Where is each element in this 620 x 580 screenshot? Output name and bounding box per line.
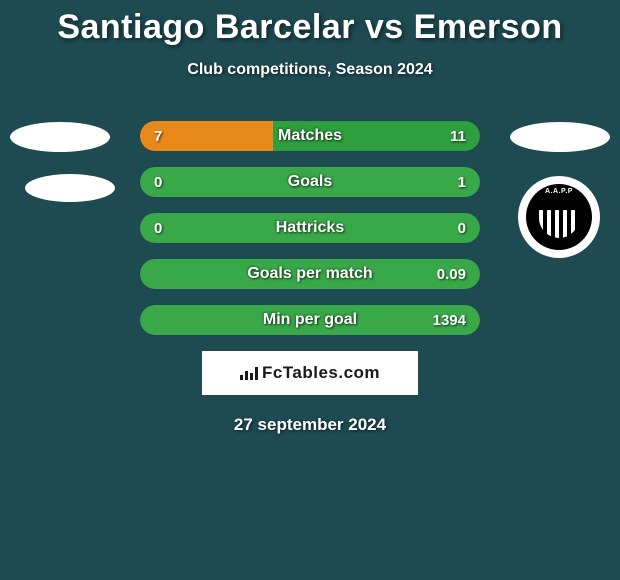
club-logo: A.A.P.P <box>518 176 600 258</box>
player-left-badge-2 <box>25 174 115 202</box>
stat-bar: Goals per match0.09 <box>140 259 480 289</box>
club-logo-text: A.A.P.P <box>545 188 573 195</box>
comparison-infographic: Santiago Barcelar vs Emerson Club compet… <box>0 0 620 435</box>
stat-label: Min per goal <box>140 311 480 329</box>
stat-value-right: 0 <box>458 220 466 237</box>
club-logo-inner: A.A.P.P <box>526 184 592 250</box>
stat-bars: 7Matches110Goals10Hattricks0Goals per ma… <box>140 121 480 335</box>
stat-label: Goals <box>140 173 480 191</box>
stat-label: Goals per match <box>140 265 480 283</box>
club-logo-stripes <box>539 210 579 238</box>
stat-bar: Min per goal1394 <box>140 305 480 335</box>
stat-value-right: 11 <box>450 128 466 145</box>
page-title: Santiago Barcelar vs Emerson <box>0 8 620 47</box>
stat-bar: 0Hattricks0 <box>140 213 480 243</box>
date-text: 27 september 2024 <box>0 415 620 435</box>
stat-label: Hattricks <box>140 219 480 237</box>
stat-value-right: 0.09 <box>437 266 466 283</box>
subtitle: Club competitions, Season 2024 <box>0 61 620 79</box>
stat-value-right: 1 <box>458 174 466 191</box>
stat-label: Matches <box>140 127 480 145</box>
stat-bar: 7Matches11 <box>140 121 480 151</box>
player-right-badge <box>510 122 610 152</box>
brand-box: FcTables.com <box>202 351 418 395</box>
stats-area: A.A.P.P 7Matches110Goals10Hattricks0Goal… <box>0 121 620 335</box>
stat-bar: 0Goals1 <box>140 167 480 197</box>
brand-bars-icon <box>240 366 258 380</box>
stat-value-right: 1394 <box>433 312 466 329</box>
player-left-badge <box>10 122 110 152</box>
brand-text: FcTables.com <box>262 363 380 383</box>
